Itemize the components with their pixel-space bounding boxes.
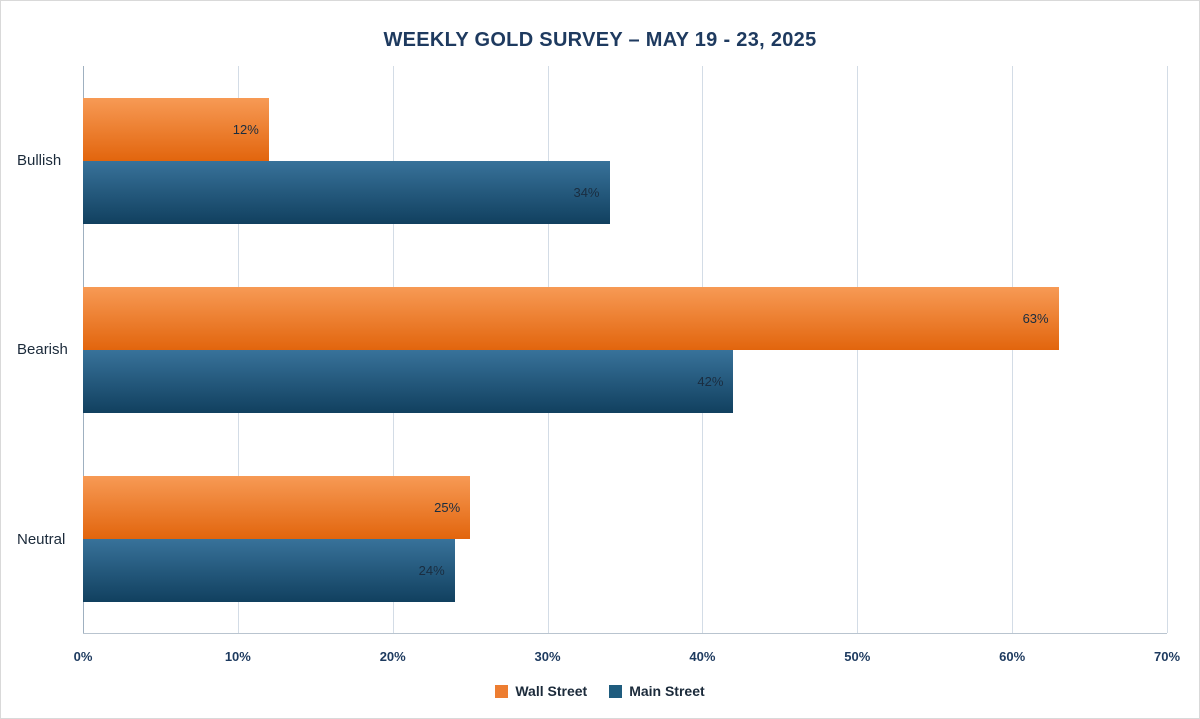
chart-title: WEEKLY GOLD SURVEY – MAY 19 - 23, 2025 [383,29,817,51]
x-tick-label-60%: 60% [999,649,1026,664]
category-label-neutral: Neutral [17,530,66,548]
bar-value-label: 42% [697,373,724,389]
x-tick-label-70%: 70% [1153,649,1181,664]
legend-item-main-street: Main Street [609,683,705,699]
legend: Wall Street Main Street [1,683,1199,699]
legend-item-wall-street: Wall Street [495,683,587,699]
y-axis-labels: Bullish Bearish Neutral [1,66,83,634]
bar-value-label: 25% [434,499,461,515]
legend-label-wall-street: Wall Street [515,683,588,699]
x-tick-label-40%: 40% [689,649,716,664]
plot-area: 12% 34% 63% 42% 25% 24% [83,66,1168,634]
category-label-bullish: Bullish [17,152,62,170]
x-axis-ticks: 0% 10% 20% 30% 40% 50% 60% 70% [1,649,1199,669]
x-tick-label-0%: 0% [73,649,93,664]
gridline-50% [857,66,859,633]
bar-value-label: 24% [418,562,445,578]
x-tick-label-10%: 10% [224,649,251,664]
bar-group-neutral: 25% 24% [83,475,1167,602]
bar-value-label: 63% [1022,310,1049,326]
bar-wall-street-neutral: 25% [83,475,471,539]
bar-value-label: 34% [573,184,600,200]
legend-label-main-street: Main Street [629,683,705,699]
bar-group-bearish: 63% 42% [83,286,1167,413]
legend-swatch-wall-street [495,684,509,698]
x-tick-label-50%: 50% [844,649,871,664]
bar-wall-street-bearish: 63% [83,286,1059,350]
bar-main-street-neutral: 24% [83,538,455,602]
x-tick-label-20%: 20% [379,649,406,664]
bar-value-label: 12% [232,121,259,137]
bar-groups: 12% 34% 63% 42% 25% 24% [83,66,1167,633]
bar-main-street-bearish: 42% [83,349,734,413]
gridline-70% [1167,66,1168,633]
bar-main-street-bullish: 34% [83,160,610,224]
bar-group-bullish: 12% 34% [83,97,1167,224]
legend-swatch-main-street [609,684,623,698]
gridline-60% [1012,66,1014,633]
category-label-bearish: Bearish [17,341,68,359]
x-tick-label-30%: 30% [534,649,561,664]
bar-wall-street-bullish: 12% [83,97,269,161]
